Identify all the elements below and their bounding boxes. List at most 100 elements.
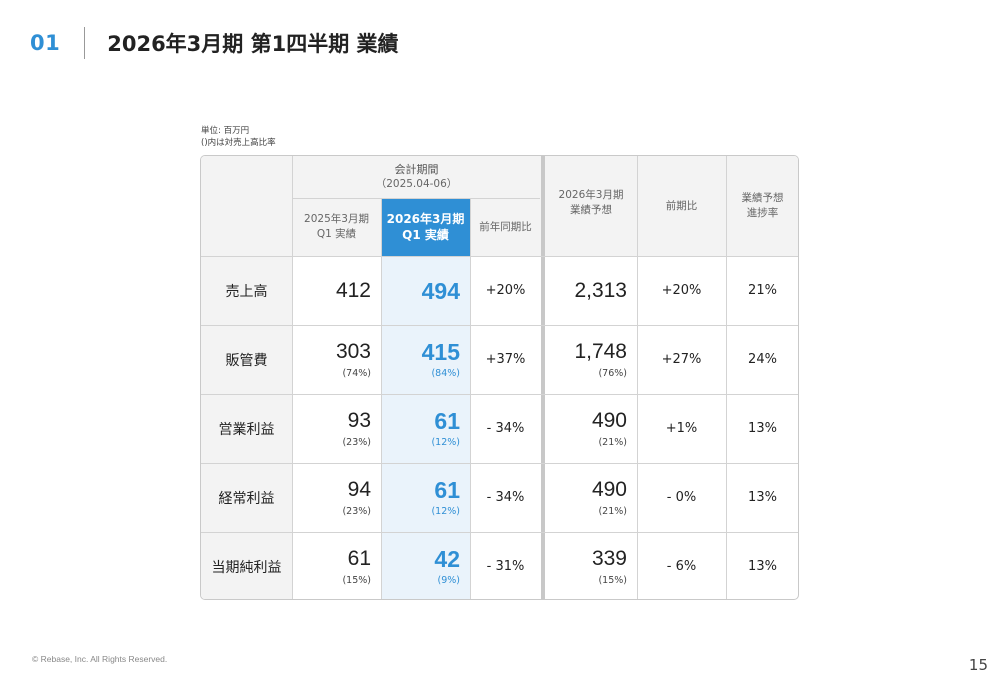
col-progress-line2: 進捗率 (746, 207, 779, 219)
value: 490 (591, 477, 627, 501)
current-q1-column (381, 256, 470, 599)
curr-q1-value: 494 (381, 256, 470, 325)
ratio: (15%) (342, 574, 371, 586)
value: 93 (347, 408, 371, 432)
prev-q1-value: 94 (23%) (292, 463, 381, 532)
period-group-title: 会計期間 (394, 163, 439, 176)
ratio: (21%) (598, 436, 627, 448)
grid-line (381, 198, 382, 599)
progress-value: 24% (748, 352, 777, 367)
section-separator (541, 156, 545, 599)
vs-prev-value: - 6% (666, 559, 697, 574)
row-label-column (201, 256, 292, 599)
grid-line (201, 256, 798, 257)
value: 2,313 (574, 278, 627, 302)
unit-note: 単位: 百万円 (201, 126, 250, 136)
page-header: 01 2026年3月期 第1四半期 業績 (30, 26, 399, 60)
progress-value: 13% (748, 559, 777, 574)
col-curr-q1-line1: 2026年3月期 (386, 212, 465, 226)
ratio: (76%) (598, 367, 627, 379)
grid-line (292, 198, 540, 199)
col-forecast: 2026年3月期 業績予想 (545, 156, 637, 256)
row-label: 販管費 (225, 352, 268, 369)
ratio: (9%) (437, 574, 460, 586)
grid-line (201, 394, 798, 395)
value: 61 (434, 476, 460, 503)
value: 494 (421, 277, 460, 304)
table-notes: 単位: 百万円 ()内は対売上高比率 (201, 125, 276, 149)
ratio: (23%) (342, 505, 371, 517)
row-label: 売上高 (225, 283, 268, 300)
yoy-value: +37% (485, 352, 526, 367)
grid-line (201, 325, 798, 326)
progress-value: 13% (748, 490, 777, 505)
row-label: 当期純利益 (211, 559, 282, 576)
prev-q1-value: 61 (15%) (292, 532, 381, 599)
row-label: 経常利益 (218, 490, 275, 507)
col-prev-q1-line2: Q1 実績 (316, 228, 357, 240)
curr-q1-value: 415 (84%) (381, 325, 470, 394)
yoy-value: +20% (485, 283, 526, 298)
value: 339 (591, 546, 627, 570)
progress-value: 21% (748, 283, 777, 298)
page-title: 2026年3月期 第1四半期 業績 (107, 32, 399, 56)
value: 1,748 (574, 339, 627, 363)
page-number: 15 (968, 656, 988, 674)
grid-line (292, 156, 293, 599)
col-forecast-line2: 業績予想 (570, 204, 612, 216)
ratio: (23%) (342, 436, 371, 448)
curr-q1-value: 61 (12%) (381, 463, 470, 532)
prev-q1-value: 412 (292, 256, 381, 325)
col-progress: 業績予想 進捗率 (726, 156, 798, 256)
prev-q1-value: 303 (74%) (292, 325, 381, 394)
value: 61 (434, 407, 460, 434)
period-range: （2025.04-06） (375, 178, 458, 190)
forecast-value: 2,313 (545, 256, 637, 325)
vs-prev-value: +27% (661, 352, 702, 367)
col-forecast-line1: 2026年3月期 (558, 189, 624, 201)
value: 415 (421, 338, 460, 365)
header-divider (84, 27, 86, 59)
value: 42 (434, 545, 460, 572)
copyright: © Rebase, Inc. All Rights Reserved. (32, 654, 168, 664)
grid-line (637, 156, 638, 599)
grid-line (726, 156, 727, 599)
yoy-value: - 34% (486, 490, 525, 505)
value: 303 (335, 339, 371, 363)
progress-value: 13% (748, 421, 777, 436)
col-curr-q1: 2026年3月期 Q1 実績 (381, 198, 470, 256)
forecast-header-bg (545, 156, 798, 256)
col-yoy-label: 前年同期比 (479, 220, 532, 233)
col-prev-q1: 2025年3月期 Q1 実績 (292, 198, 381, 256)
prev-q1-value: 93 (23%) (292, 394, 381, 463)
forecast-value: 490 (21%) (545, 463, 637, 532)
section-number: 01 (30, 31, 61, 55)
col-vs-prev: 前期比 (637, 156, 726, 256)
grid-line (201, 532, 798, 533)
row-label: 営業利益 (218, 421, 275, 438)
ratio: (12%) (431, 436, 460, 448)
vs-prev-value: +20% (661, 283, 702, 298)
ratio: (74%) (342, 367, 371, 379)
col-vs-prev-label: 前期比 (665, 199, 698, 212)
ratio-note: ()内は対売上高比率 (201, 138, 276, 148)
col-prev-q1-line1: 2025年3月期 (304, 213, 369, 225)
yoy-value: - 34% (486, 421, 525, 436)
forecast-value: 490 (21%) (545, 394, 637, 463)
yoy-value: - 31% (486, 559, 525, 574)
value: 94 (347, 477, 371, 501)
period-group-header: 会計期間 （2025.04-06） (292, 156, 541, 198)
vs-prev-value: +1% (665, 421, 698, 436)
grid-line (201, 463, 798, 464)
results-table: 会計期間 （2025.04-06） 2025年3月期 Q1 実績 2026年3月… (200, 155, 799, 600)
forecast-value: 339 (15%) (545, 532, 637, 599)
col-progress-line1: 業績予想 (741, 192, 784, 204)
value: 412 (335, 278, 371, 302)
col-curr-q1-line2: Q1 実績 (402, 228, 449, 242)
col-yoy: 前年同期比 (470, 198, 541, 256)
ratio: (12%) (431, 505, 460, 517)
forecast-value: 1,748 (76%) (545, 325, 637, 394)
curr-q1-value: 42 (9%) (381, 532, 470, 599)
vs-prev-value: - 0% (666, 490, 697, 505)
grid-line (470, 198, 471, 599)
